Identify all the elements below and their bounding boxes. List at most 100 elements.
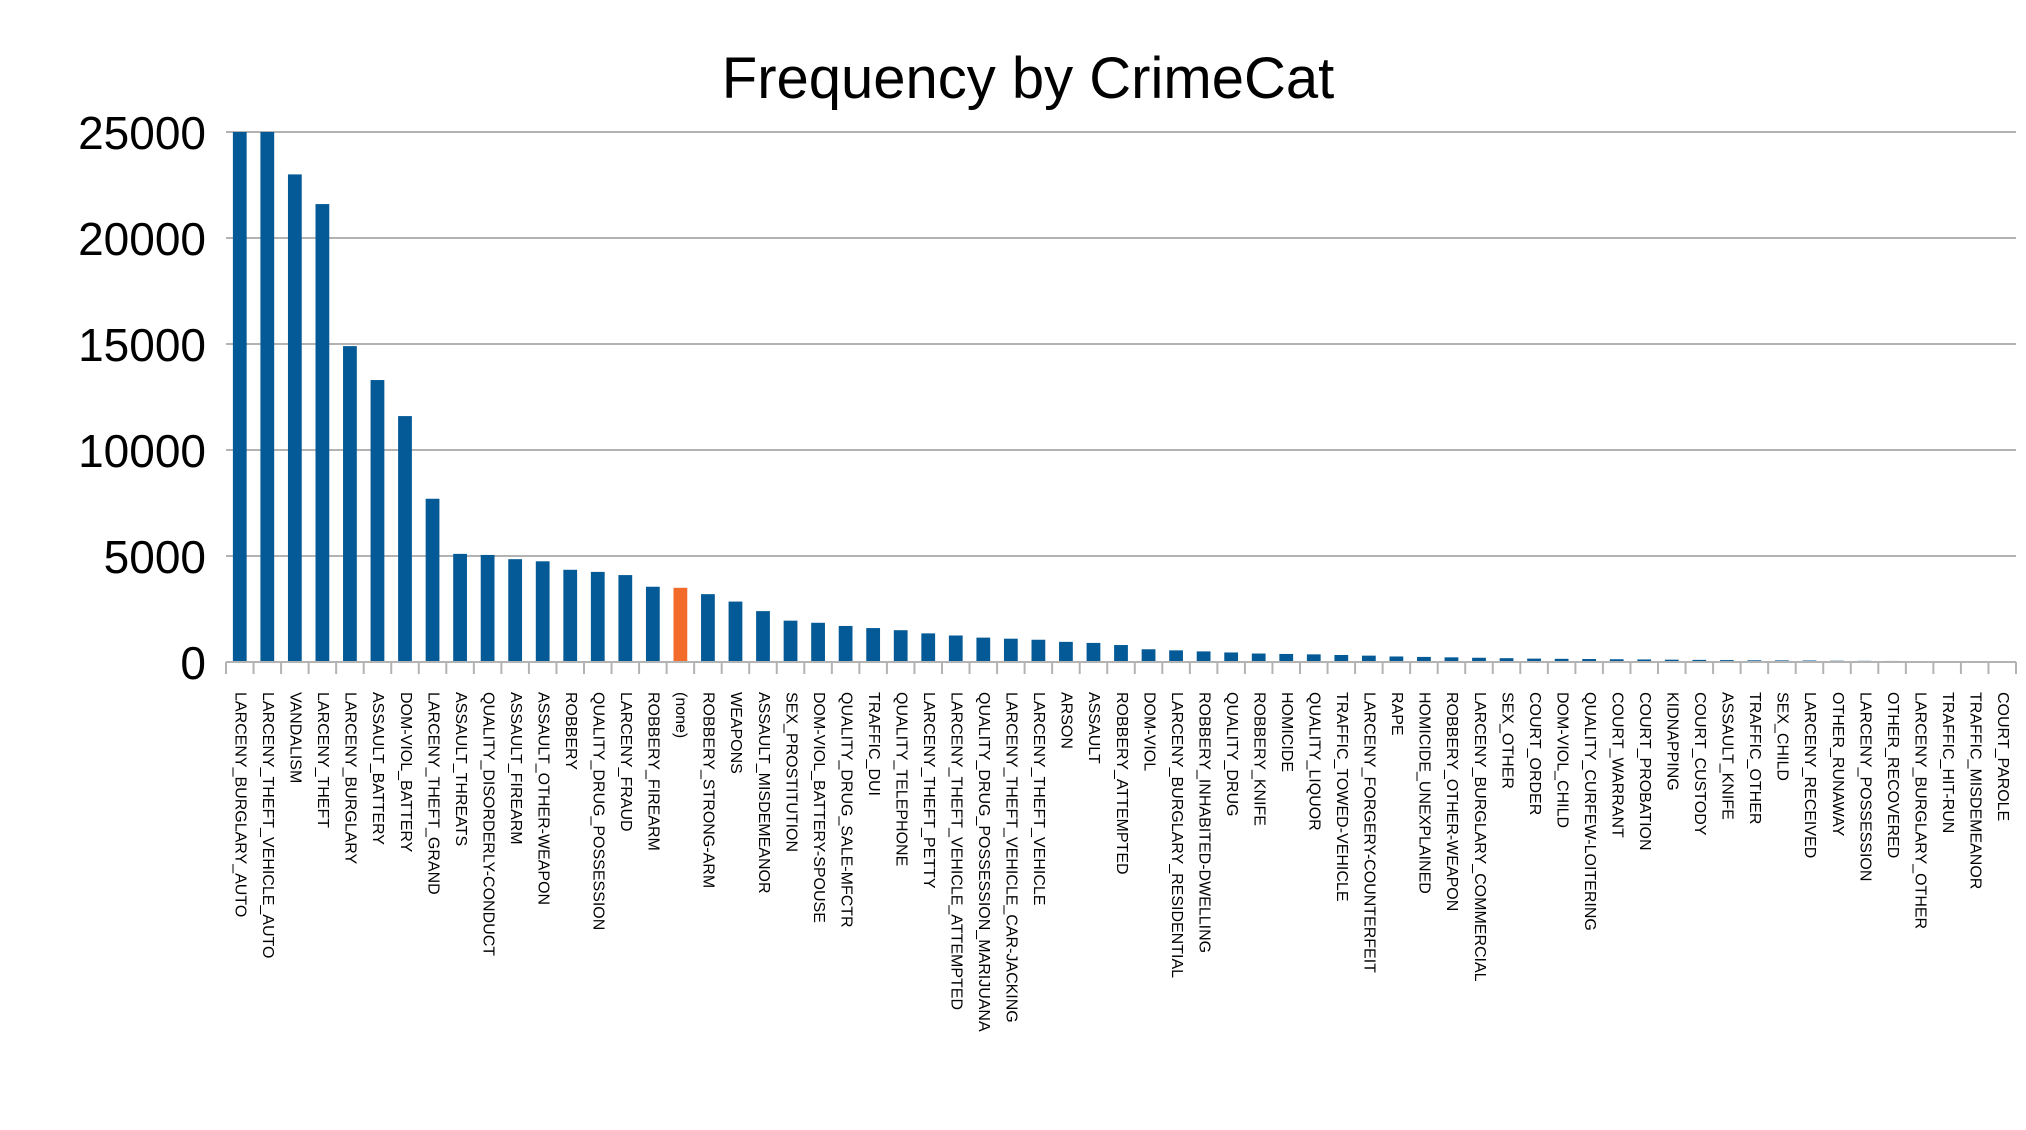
y-tick-label: 10000 bbox=[78, 425, 206, 477]
chart-title: Frequency by CrimeCat bbox=[722, 46, 1334, 111]
y-tick-label: 15000 bbox=[78, 319, 206, 371]
y-tick-label: 25000 bbox=[78, 107, 206, 159]
x-tick-label: OTHER_RUNAWAY bbox=[1829, 692, 1846, 837]
bar bbox=[921, 633, 936, 662]
bars bbox=[232, 132, 2010, 662]
bar bbox=[838, 625, 853, 662]
bar bbox=[1086, 642, 1101, 662]
x-tick-label: ROBBERY bbox=[562, 692, 579, 770]
bar bbox=[315, 204, 330, 662]
bar bbox=[398, 416, 412, 662]
x-tick-label: ASSAULT_MISDEMEANOR bbox=[755, 692, 772, 894]
bar bbox=[866, 628, 881, 662]
x-tick-label: QUALITY_CURFEW-LOITERING bbox=[1581, 692, 1598, 931]
bar bbox=[1169, 650, 1183, 662]
x-tick-label: ASSAULT bbox=[1085, 692, 1102, 764]
bar bbox=[535, 561, 550, 662]
x-tick-label: ASSAULT_FIREARM bbox=[507, 692, 524, 845]
bar bbox=[480, 554, 495, 662]
bar bbox=[1417, 656, 1431, 662]
x-tick-label: TRAFFIC_TOWED-VEHICLE bbox=[1333, 692, 1350, 902]
x-tick-label: LARCENY_BURGLARY_COMMERCIAL bbox=[1471, 692, 1488, 982]
bar bbox=[232, 132, 247, 662]
x-tick-label: KIDNAPPING bbox=[1664, 692, 1681, 791]
x-tick-label: SEX_CHILD bbox=[1774, 692, 1791, 781]
x-tick-label: QUALITY_TELEPHONE bbox=[892, 692, 909, 866]
bar bbox=[260, 132, 275, 662]
x-tick-label: QUALITY_DRUG bbox=[1223, 692, 1240, 816]
x-tick-label: LARCENY_THEFT_GRAND bbox=[424, 692, 441, 895]
x-tick-label: TRAFFIC_DUI bbox=[865, 692, 882, 796]
x-tick-label: ASSAULT_OTHER-WEAPON bbox=[534, 692, 551, 905]
x-tick-label: TRAFFIC_MISDEMEANOR bbox=[1966, 692, 1983, 889]
bar bbox=[1361, 655, 1376, 662]
x-tick-label: ROBBERY_INHABITED-DWELLING bbox=[1195, 692, 1212, 953]
x-tick-label: DOM-VIOL_BATTERY-SPOUSE bbox=[810, 692, 827, 923]
x-tick-label: QUALITY_DRUG_POSSESSION bbox=[590, 692, 607, 930]
x-tick-label: LARCENY_THEFT_PETTY bbox=[920, 692, 937, 889]
bar bbox=[287, 174, 302, 662]
x-tick-label: LARCENY_FRAUD bbox=[617, 692, 634, 832]
bar bbox=[728, 601, 743, 662]
bar bbox=[673, 587, 688, 662]
y-tick-label: 20000 bbox=[78, 213, 206, 265]
bar bbox=[783, 620, 798, 662]
x-tick-label: QUALITY_LIQUOR bbox=[1306, 692, 1323, 831]
x-tick-label: COURT_ORDER bbox=[1526, 692, 1543, 815]
bar bbox=[508, 559, 523, 662]
bar bbox=[1692, 659, 1707, 662]
x-tick-label: LARCENY_POSSESSION bbox=[1856, 692, 1873, 881]
x-tick-label: LARCENY_THEFT_VEHICLE_AUTO bbox=[259, 692, 276, 958]
bar bbox=[1224, 652, 1239, 662]
x-tick-label: OTHER_RECOVERED bbox=[1884, 692, 1901, 858]
x-tick-label: DOM-VIOL bbox=[1140, 692, 1157, 771]
x-tick-label: ASSAULT_BATTERY bbox=[369, 692, 386, 845]
x-tick-label: LARCENY_BURGLARY bbox=[342, 692, 359, 865]
x-tick-label: COURT_PROBATION bbox=[1636, 692, 1653, 851]
bar bbox=[370, 380, 385, 662]
x-tick-label: LARCENY_THEFT_VEHICLE_CAR-JACKING bbox=[1003, 692, 1020, 1023]
bar bbox=[1141, 649, 1156, 662]
y-tick-label: 5000 bbox=[104, 531, 206, 583]
y-axis-ticks: 0 5000 10000 15000 20000 25000 bbox=[78, 107, 206, 689]
bar bbox=[563, 569, 578, 662]
x-tick-label: TRAFFIC_HIT-RUN bbox=[1939, 692, 1956, 833]
bar bbox=[645, 586, 660, 662]
x-tick-label: TRAFFIC_OTHER bbox=[1746, 692, 1763, 824]
x-tick-label: ARSON bbox=[1058, 692, 1075, 749]
x-tick-label: COURT_PAROLE bbox=[1994, 692, 2011, 821]
x-tick-label: QUALITY_DRUG_POSSESSION_MARIJUANA bbox=[975, 692, 992, 1032]
bar bbox=[1499, 658, 1514, 662]
bar bbox=[1582, 659, 1597, 662]
bar bbox=[811, 622, 825, 662]
bar bbox=[1003, 638, 1018, 662]
bar bbox=[1554, 658, 1569, 662]
x-tick-label: SEX_OTHER bbox=[1498, 692, 1515, 789]
bar bbox=[701, 594, 715, 662]
bar bbox=[1279, 653, 1294, 662]
x-tick-label: LARCENY_BURGLARY_OTHER bbox=[1911, 692, 1928, 929]
bar bbox=[618, 575, 633, 662]
bar bbox=[1251, 653, 1266, 662]
x-tick-label: LARCENY_THEFT_VEHICLE_ATTEMPTED bbox=[948, 692, 965, 1010]
x-tick-label: QUALITY_DRUG_SALE-MFCTR bbox=[837, 692, 854, 928]
x-tick-label: LARCENY_THEFT_VEHICLE bbox=[1030, 692, 1047, 905]
x-tick-label: DOM-VIOL_BATTERY bbox=[397, 692, 414, 853]
x-tick-label: ROBBERY_OTHER-WEAPON bbox=[1443, 692, 1460, 911]
x-tick-label: ROBBERY_ATTEMPTED bbox=[1113, 692, 1130, 875]
x-tick-label: RAPE bbox=[1388, 692, 1405, 736]
x-tick-label: ROBBERY_FIREARM bbox=[645, 692, 662, 851]
x-tick-label: LARCENY_RECEIVED bbox=[1801, 692, 1818, 858]
x-tick-label: (none) bbox=[672, 692, 689, 738]
y-tick-label: 0 bbox=[180, 637, 206, 689]
bar bbox=[425, 498, 440, 662]
x-tick-label: QUALITY_DISORDERLY-CONDUCT bbox=[479, 692, 496, 956]
bar bbox=[1527, 658, 1541, 662]
bar bbox=[1031, 639, 1046, 662]
x-tick-label: ROBBERY_KNIFE bbox=[1250, 692, 1267, 826]
x-tick-label: SEX_PROSTITUTION bbox=[782, 692, 799, 852]
bar bbox=[1472, 657, 1486, 662]
bar bbox=[1444, 657, 1459, 662]
bar bbox=[976, 637, 991, 662]
